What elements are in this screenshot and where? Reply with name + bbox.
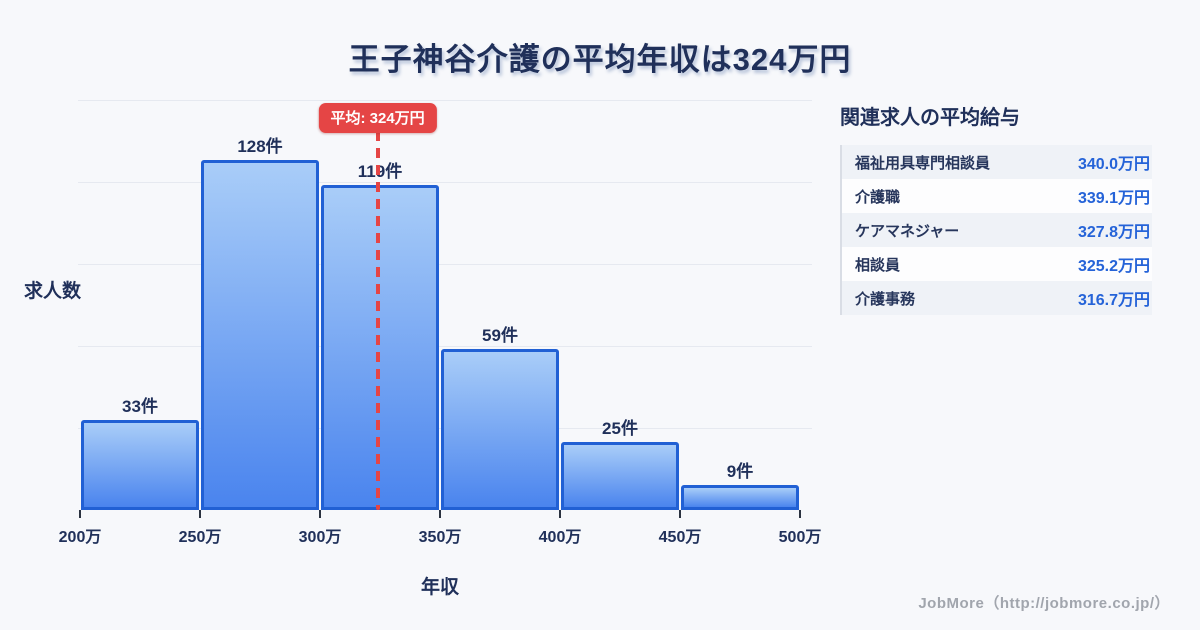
job-name: 相談員 <box>855 256 901 274</box>
x-tick-mark <box>319 510 321 518</box>
x-tick-label: 300万 <box>298 529 342 546</box>
related-jobs-panel-title: 関連求人の平均給与 <box>840 107 1020 129</box>
table-row: 介護職 339.1万円 <box>842 179 1152 213</box>
histogram-bar <box>201 160 319 510</box>
histogram-bar <box>81 420 199 510</box>
y-axis-label: 求人数 <box>24 281 82 302</box>
x-tick-label: 450万 <box>658 529 702 546</box>
table-row: ケアマネジャー 327.8万円 <box>842 213 1152 247</box>
job-name: 介護職 <box>855 188 901 206</box>
x-tick-label: 350万 <box>418 529 462 546</box>
x-tick-mark <box>799 510 801 518</box>
x-tick-mark <box>199 510 201 518</box>
job-salary-value: 340.0万円 <box>1077 156 1150 173</box>
job-salary-value: 327.8万円 <box>1077 224 1150 241</box>
x-tick-mark <box>679 510 681 518</box>
bar-count-label: 25件 <box>602 419 638 438</box>
job-name: ケアマネジャー <box>855 222 960 240</box>
x-tick-label: 400万 <box>538 529 582 546</box>
related-jobs-table: 福祉用具専門相談員 340.0万円介護職 339.1万円ケアマネジャー 327.8万円… <box>840 145 1152 315</box>
table-row: 福祉用具専門相談員 340.0万円 <box>842 145 1152 179</box>
page-title: 王子神谷介護の平均年収は324万円 <box>348 42 852 77</box>
histogram-bar <box>681 485 799 510</box>
table-row: 介護事務 316.7万円 <box>842 281 1152 315</box>
histogram-bar <box>561 442 679 510</box>
average-line <box>375 131 380 510</box>
bar-count-label: 59件 <box>482 326 518 345</box>
x-tick-mark <box>439 510 441 518</box>
gridline <box>78 346 812 347</box>
gridline <box>78 264 812 265</box>
x-tick-label: 500万 <box>778 529 822 546</box>
x-axis-label: 年収 <box>420 577 459 598</box>
job-salary-value: 339.1万円 <box>1077 190 1150 207</box>
x-tick-label: 250万 <box>178 529 222 546</box>
x-tick-label: 200万 <box>58 529 102 546</box>
gridline <box>78 182 812 183</box>
bar-count-label: 9件 <box>726 462 754 481</box>
average-badge: 平均: 324万円 <box>318 103 437 133</box>
x-tick-mark <box>559 510 561 518</box>
job-salary-value: 325.2万円 <box>1077 258 1150 275</box>
bar-count-label: 128件 <box>237 137 283 156</box>
table-row: 相談員 325.2万円 <box>842 247 1152 281</box>
bar-count-label: 33件 <box>122 397 158 416</box>
gridline <box>78 100 812 101</box>
histogram-bar <box>441 349 559 510</box>
job-salary-value: 316.7万円 <box>1077 292 1150 309</box>
job-name: 介護事務 <box>855 290 916 308</box>
job-name: 福祉用具専門相談員 <box>855 154 991 172</box>
bar-count-label: 119件 <box>357 162 403 181</box>
histogram-bar <box>321 185 439 510</box>
x-tick-mark <box>79 510 81 518</box>
footer-credit: JobMore（http://jobmore.co.jp/） <box>918 595 1170 612</box>
